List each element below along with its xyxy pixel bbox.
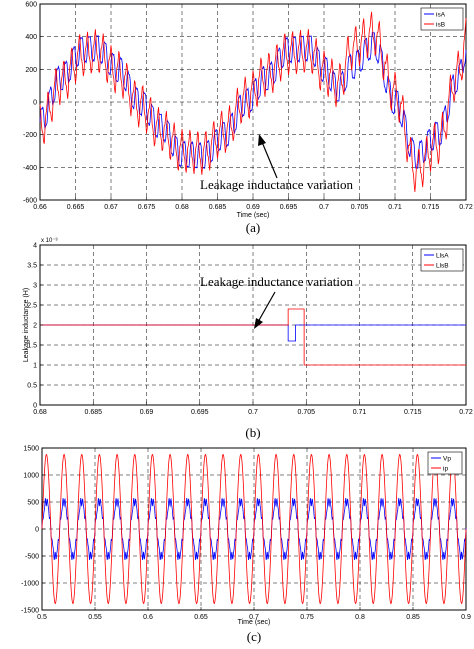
panel-b-exponent: x 10⁻³	[41, 238, 58, 244]
panel-b-ytick-label: 1.5	[27, 343, 37, 350]
panel-b-series	[40, 308, 466, 366]
panel-c-xtick-label: 0.65	[194, 614, 208, 621]
panel-b-series-llsb	[40, 308, 466, 366]
panel-b-xtick-label: 0.69	[140, 409, 154, 416]
panel-c-ytick-label: 500	[27, 500, 39, 507]
panel-a-ytick-label: 200	[25, 67, 37, 74]
annotation-a-text: Leakage inductance variation	[200, 177, 354, 192]
panel-a-legend: isA isB	[420, 7, 464, 31]
panel-b-ytick-label: 0	[33, 403, 37, 410]
panel-a-xlabel: Time (sec)	[237, 212, 270, 219]
panel-a-xtick-label: 0.705	[351, 204, 369, 211]
panel-a-series	[39, 11, 467, 192]
legend-b-2-label: LlsB	[436, 263, 449, 270]
panel-c-ticks: 0.5 0.55 0.6 0.65 0.7 0.75 0.8 0.85 0.9 1500 1000 5…	[21, 446, 471, 622]
panel-a-series-isa	[39, 31, 467, 170]
panel-b-xtick-label: 0.695	[191, 409, 209, 416]
panel-b-xtick-label: 0.705	[297, 409, 315, 416]
panel-c-ytick-label: 0	[35, 527, 39, 534]
panel-c-series	[41, 453, 467, 605]
panel-c-xtick-label: 0.75	[300, 614, 314, 621]
panel-c-xtick-label: 0.85	[406, 614, 420, 621]
panel-c-xtick-label: 0.8	[355, 614, 365, 621]
panel-c-xtick-label: 0.55	[88, 614, 102, 621]
panel-c-ytick-label: -1000	[21, 581, 39, 588]
panel-a-xtick-label: 0.695	[280, 204, 298, 211]
panel-a-ytick-label: -400	[23, 165, 37, 172]
panel-a-xtick-label: 0.66	[33, 204, 47, 211]
panel-a-xtick-label: 0.69	[246, 204, 260, 211]
panel-b-annotation: Leakage inductance variation	[200, 274, 354, 329]
panel-a-caption: (a)	[246, 220, 260, 235]
panel-b-ytick-label: 1	[33, 363, 37, 370]
panel-c-xtick-label: 0.6	[143, 614, 153, 621]
panel-c-series-ip	[41, 453, 467, 605]
panel-a-xtick-label: 0.685	[209, 204, 227, 211]
annotation-b-text: Leakage inductance variation	[200, 274, 354, 289]
panel-c-caption: (c)	[247, 629, 261, 644]
panel-b-xtick-label: 0.68	[33, 409, 47, 416]
annotation-b-arrowhead	[254, 318, 263, 329]
annotation-a-arrow-line	[261, 141, 278, 179]
panel-a-ytick-label: 600	[25, 2, 37, 9]
panel-b-caption: (b)	[245, 425, 260, 440]
panel-c-xtick-label: 0.9	[461, 614, 471, 621]
panel-c-ytick-label: 1500	[23, 446, 39, 453]
panel-b-xtick-label: 0.685	[84, 409, 102, 416]
panel-b-xtick-label: 0.715	[404, 409, 422, 416]
panel-c-xlabel: Time (sec)	[238, 619, 271, 626]
panel-a-xtick-label: 0.675	[138, 204, 156, 211]
panel-c-ytick-label: -500	[25, 554, 39, 561]
panel-a-xtick-label: 0.715	[422, 204, 440, 211]
panel-a: 0.66 0.665 0.67 0.675 0.68 0.685 0.69 0.695 0.7 0…	[23, 2, 473, 236]
panel-a-ytick-label: -200	[23, 132, 37, 139]
annotation-a-arrowhead	[258, 134, 266, 146]
panel-c-ytick-label: 1000	[23, 473, 39, 480]
panel-c-ytick-label: -1500	[21, 608, 39, 615]
panel-a-xtick-label: 0.67	[104, 204, 118, 211]
panel-b-ytick-label: 0.5	[27, 383, 37, 390]
panel-a-xtick-label: 0.68	[175, 204, 189, 211]
panel-a-xtick-label: 0.665	[67, 204, 85, 211]
panel-b-xtick-label: 0.7	[248, 409, 258, 416]
panel-b-ticks: 0.68 0.685 0.69 0.695 0.7 0.705 0.71 0.715 0.72 4…	[27, 243, 473, 417]
panel-a-ticks: 0.66 0.665 0.67 0.675 0.68 0.685 0.69 0.695 0.7 0…	[23, 2, 473, 212]
panel-b-ytick-label: 4	[33, 243, 37, 250]
legend-a-2-label: isB	[436, 22, 445, 29]
legend-c-2-label: ip	[443, 466, 448, 473]
panel-c: 0.5 0.55 0.6 0.65 0.7 0.75 0.8 0.85 0.9 1500 1000 5…	[21, 446, 471, 645]
panel-a-series-isb	[39, 11, 467, 192]
panel-b-xtick-label: 0.71	[353, 409, 367, 416]
panel-b-legend: LlsA LlsB	[420, 248, 464, 272]
panel-a-ytick-label: -600	[23, 198, 37, 205]
panel-a-xtick-label: 0.71	[388, 204, 402, 211]
panel-c-legend: Vp ip	[427, 451, 463, 475]
panel-a-ytick-label: 400	[25, 34, 37, 41]
legend-c-1-label: Vp	[443, 456, 451, 463]
panel-a-annotation: Leakage inductance variation	[200, 134, 354, 192]
legend-a-1-label: isA	[436, 12, 446, 19]
panel-c-xtick-label: 0.7	[249, 614, 259, 621]
panel-c-xtick-label: 0.5	[37, 614, 47, 621]
annotation-b-arrow-line	[257, 291, 276, 323]
panel-b-ytick-label: 2.5	[27, 303, 37, 310]
panel-b-xtick-label: 0.72	[459, 409, 473, 416]
panel-b-ytick-label: 2	[33, 323, 37, 330]
panel-b: 0.68 0.685 0.69 0.695 0.7 0.705 0.71 0.715 0.72 4…	[23, 238, 473, 440]
panel-b-ytick-label: 3.5	[27, 263, 37, 270]
panel-a-ytick-label: 0	[33, 100, 37, 107]
panel-a-xtick-label: 0.7	[319, 204, 329, 211]
legend-b-1-label: LlsA	[436, 253, 449, 260]
panel-b-ylabel: Leakage inductance (H)	[23, 288, 30, 362]
panel-a-xtick-label: 0.72	[459, 204, 473, 211]
panel-b-ytick-label: 3	[33, 283, 37, 290]
